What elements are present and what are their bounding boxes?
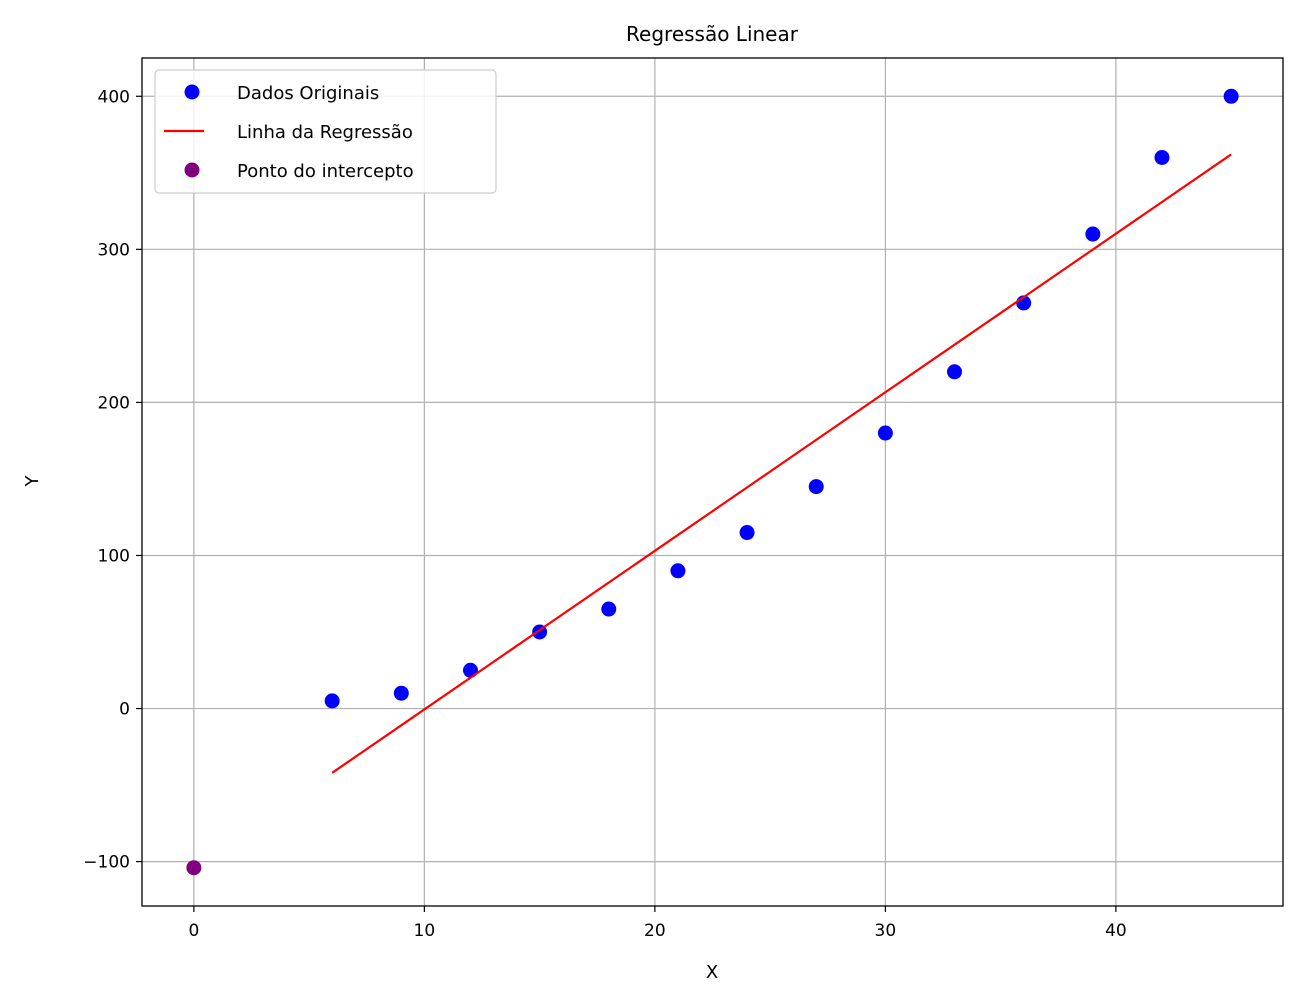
data-point: [1223, 88, 1239, 104]
x-tick-label: 20: [644, 921, 666, 941]
regression-line: [331, 153, 1232, 774]
data-point: [393, 685, 409, 701]
chart-title: Regressão Linear: [626, 22, 799, 46]
legend-label: Ponto do intercepto: [237, 161, 414, 182]
data-point: [1154, 149, 1170, 165]
y-tick-label: 100: [98, 546, 130, 566]
y-tick-label: 200: [98, 393, 130, 413]
x-tick-label: 0: [188, 921, 199, 941]
data-point: [947, 364, 963, 380]
data-point: [877, 425, 893, 441]
x-axis-label: X: [706, 962, 718, 983]
data-point: [670, 563, 686, 579]
y-tick-label: 300: [98, 240, 130, 260]
x-tick-label: 30: [875, 921, 897, 941]
axis-ticks: 0 10 20 30 40 −100 0 100 200 300 400: [83, 87, 1126, 941]
data-point: [462, 662, 478, 678]
legend-box: [154, 69, 497, 194]
legend: Dados Originais Linha da Regressão Ponto d…: [154, 69, 497, 194]
data-point: [739, 525, 755, 541]
x-tick-label: 40: [1105, 921, 1127, 941]
legend-label: Dados Originais: [237, 83, 379, 104]
legend-marker-swatch: [184, 162, 200, 178]
y-axis-label: Y: [22, 475, 43, 488]
plot-area-frame: [141, 57, 1284, 907]
data-point: [808, 479, 824, 495]
y-tick-label: −100: [83, 853, 130, 873]
legend-marker-swatch: [184, 84, 200, 100]
x-tick-label: 10: [414, 921, 436, 941]
data-point: [601, 601, 617, 617]
y-tick-label: 0: [119, 700, 130, 720]
intercept-point: [186, 860, 202, 876]
data-point: [324, 693, 340, 709]
y-tick-label: 400: [98, 87, 130, 107]
legend-label: Linha da Regressão: [237, 122, 413, 143]
data-point: [1085, 226, 1101, 242]
plot-data: [186, 88, 1239, 876]
